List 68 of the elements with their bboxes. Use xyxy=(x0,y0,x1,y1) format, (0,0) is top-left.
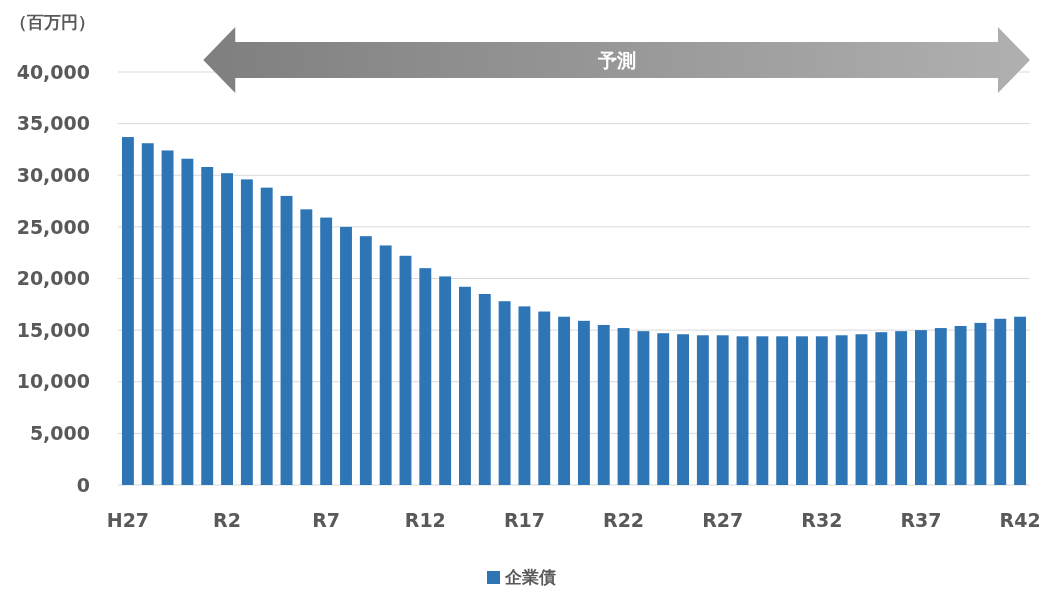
bar xyxy=(340,226,352,485)
x-tick-label: R32 xyxy=(801,509,843,531)
bar xyxy=(538,311,551,485)
y-tick-label: 15,000 xyxy=(16,318,90,341)
bar xyxy=(855,334,868,485)
bar xyxy=(240,179,253,485)
bar xyxy=(716,335,729,485)
bar xyxy=(677,334,689,485)
y-tick-label: 25,000 xyxy=(16,215,90,238)
y-axis-title: （百万円） xyxy=(10,12,95,32)
bar xyxy=(459,286,471,485)
bar xyxy=(379,245,392,485)
bar xyxy=(498,301,511,485)
bar xyxy=(320,217,333,485)
bar xyxy=(756,336,769,485)
x-tick-label: R2 xyxy=(213,509,241,531)
bar xyxy=(399,255,412,485)
bar xyxy=(696,335,709,485)
bar xyxy=(736,336,749,485)
bar xyxy=(577,320,590,485)
bar xyxy=(221,173,233,485)
bar xyxy=(1014,316,1027,485)
y-tick-label: 35,000 xyxy=(16,112,90,135)
x-tick-label: R22 xyxy=(603,509,645,531)
bar xyxy=(141,143,154,485)
x-tick-label: H27 xyxy=(106,509,150,531)
x-tick-label: R37 xyxy=(900,509,942,531)
x-tick-label: R42 xyxy=(999,509,1041,531)
bar xyxy=(617,328,630,485)
bar xyxy=(419,268,432,485)
bar xyxy=(776,336,789,485)
bar xyxy=(934,328,947,485)
y-tick-label: 10,000 xyxy=(16,370,90,393)
bar xyxy=(657,333,670,485)
y-tick-label: 40,000 xyxy=(16,60,90,83)
legend-label: 企業債 xyxy=(504,566,556,587)
bar xyxy=(280,195,293,485)
x-tick-label: R7 xyxy=(312,509,341,531)
bar xyxy=(835,335,848,485)
x-tick-label: R12 xyxy=(404,509,446,531)
text: 予測 xyxy=(596,48,636,71)
bar xyxy=(260,187,273,485)
bar xyxy=(518,306,531,485)
bar xyxy=(974,322,987,485)
bar xyxy=(121,137,134,485)
bar xyxy=(915,330,927,485)
bar xyxy=(815,336,828,485)
bar xyxy=(478,293,491,485)
bar xyxy=(558,316,571,485)
x-tick-label: R27 xyxy=(702,509,744,531)
bar xyxy=(597,324,610,485)
bar xyxy=(637,331,650,485)
bar xyxy=(994,318,1007,485)
bar xyxy=(895,331,908,485)
y-tick-label: 20,000 xyxy=(16,267,90,290)
bar xyxy=(954,326,967,485)
bar xyxy=(439,276,452,485)
y-tick-label: 30,000 xyxy=(16,163,90,186)
bar xyxy=(181,158,194,485)
y-tick-label: 0 xyxy=(76,473,90,496)
x-tick-label: R17 xyxy=(503,509,545,531)
bar xyxy=(875,332,888,485)
bar xyxy=(796,336,808,485)
bar xyxy=(359,236,372,485)
bar xyxy=(161,150,174,485)
bar xyxy=(300,209,313,485)
y-tick-label: 5,000 xyxy=(29,422,90,445)
bar xyxy=(201,166,214,485)
